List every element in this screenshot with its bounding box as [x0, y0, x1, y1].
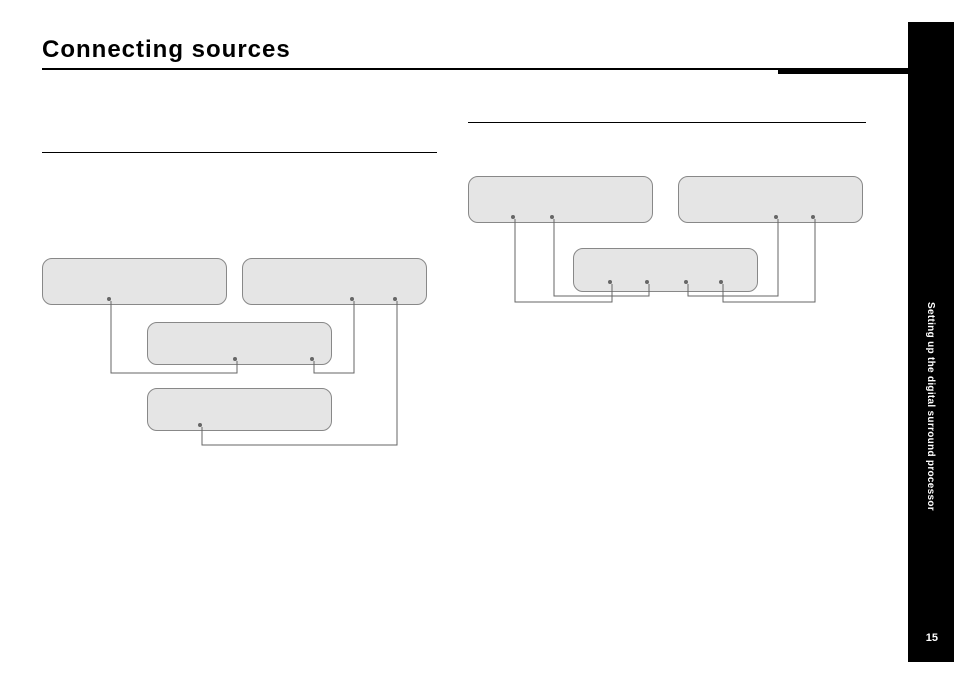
connector-dot [645, 280, 649, 284]
connector-dot [350, 297, 354, 301]
connector-dot [550, 215, 554, 219]
diagram-box-R1 [468, 176, 653, 223]
right-section-rule [468, 122, 866, 123]
connector-dot [774, 215, 778, 219]
connector-dot [608, 280, 612, 284]
diagram-box-R2 [678, 176, 863, 223]
diagram-box-L4 [147, 388, 332, 431]
diagram-box-L2 [242, 258, 427, 305]
connector-dot [511, 215, 515, 219]
connector-dot [719, 280, 723, 284]
sidebar-label: Setting up the digital surround processo… [925, 302, 936, 511]
diagram-box-L3 [147, 322, 332, 365]
sidebar-tab: Setting up the digital surround processo… [908, 22, 954, 662]
diagram-wires [0, 0, 954, 674]
page-number: 15 [926, 632, 938, 644]
connector-dot [198, 423, 202, 427]
connector-dot [310, 357, 314, 361]
page-title: Connecting sources [42, 36, 291, 64]
connector-dot [811, 215, 815, 219]
diagram-box-R3 [573, 248, 758, 292]
title-rule [42, 68, 892, 70]
connector-dot [233, 357, 237, 361]
left-section-rule [42, 152, 437, 153]
diagram-box-L1 [42, 258, 227, 305]
connector-dot [684, 280, 688, 284]
connector-dot [107, 297, 111, 301]
connector-dot [393, 297, 397, 301]
title-rule-accent [778, 68, 908, 74]
